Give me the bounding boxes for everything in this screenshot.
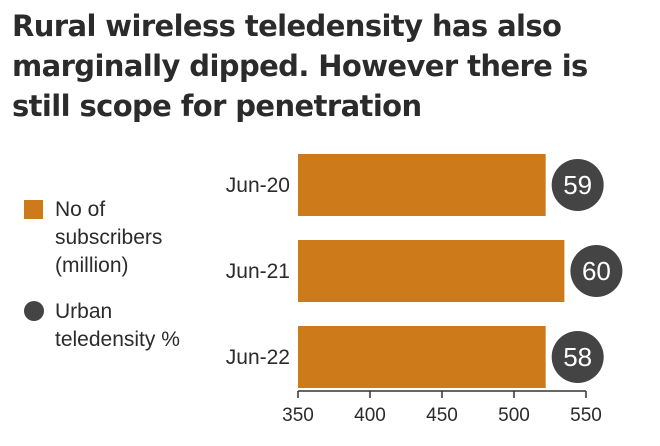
chart-title: Rural wireless teledensity has also marg… (12, 9, 588, 123)
teledensity-dot-jun-20 (551, 159, 604, 211)
x-tick-label-350: 350 (282, 405, 314, 426)
category-label-jun-22: Jun-22 (226, 346, 290, 369)
bars-group (298, 154, 565, 388)
category-label-jun-20: Jun-20 (226, 174, 290, 197)
legend: No of subscribers (million) Urban telede… (24, 196, 214, 372)
teledensity-value-jun-22: 58 (563, 342, 592, 372)
teledensity-dot-jun-21 (570, 245, 623, 297)
bar-jun-22 (298, 326, 546, 388)
teledensity-value-jun-21: 60 (582, 256, 611, 286)
bar-jun-20 (298, 154, 546, 216)
teledensity-dot-jun-22 (551, 331, 604, 383)
teledensity-markers: 59 60 58 (551, 159, 623, 383)
x-axis: 350 400 450 500 550 (282, 390, 602, 426)
x-tick-label-550: 550 (570, 405, 602, 426)
legend-label-teledensity: Urban teledensity % (55, 300, 180, 351)
legend-item-teledensity: Urban teledensity % (24, 298, 214, 354)
bar-jun-21 (298, 240, 565, 302)
legend-swatch-dot (24, 301, 44, 321)
x-tick-label-500: 500 (498, 405, 530, 426)
x-tick-label-400: 400 (354, 405, 386, 426)
category-labels: Jun-20 Jun-21 Jun-22 (226, 174, 290, 369)
category-label-jun-21: Jun-21 (226, 260, 290, 283)
legend-item-subscribers: No of subscribers (million) (24, 196, 214, 280)
legend-label-subscribers: No of subscribers (million) (55, 198, 163, 277)
legend-swatch-bar (24, 200, 43, 219)
x-tick-label-450: 450 (426, 405, 458, 426)
teledensity-value-jun-20: 59 (563, 170, 592, 200)
